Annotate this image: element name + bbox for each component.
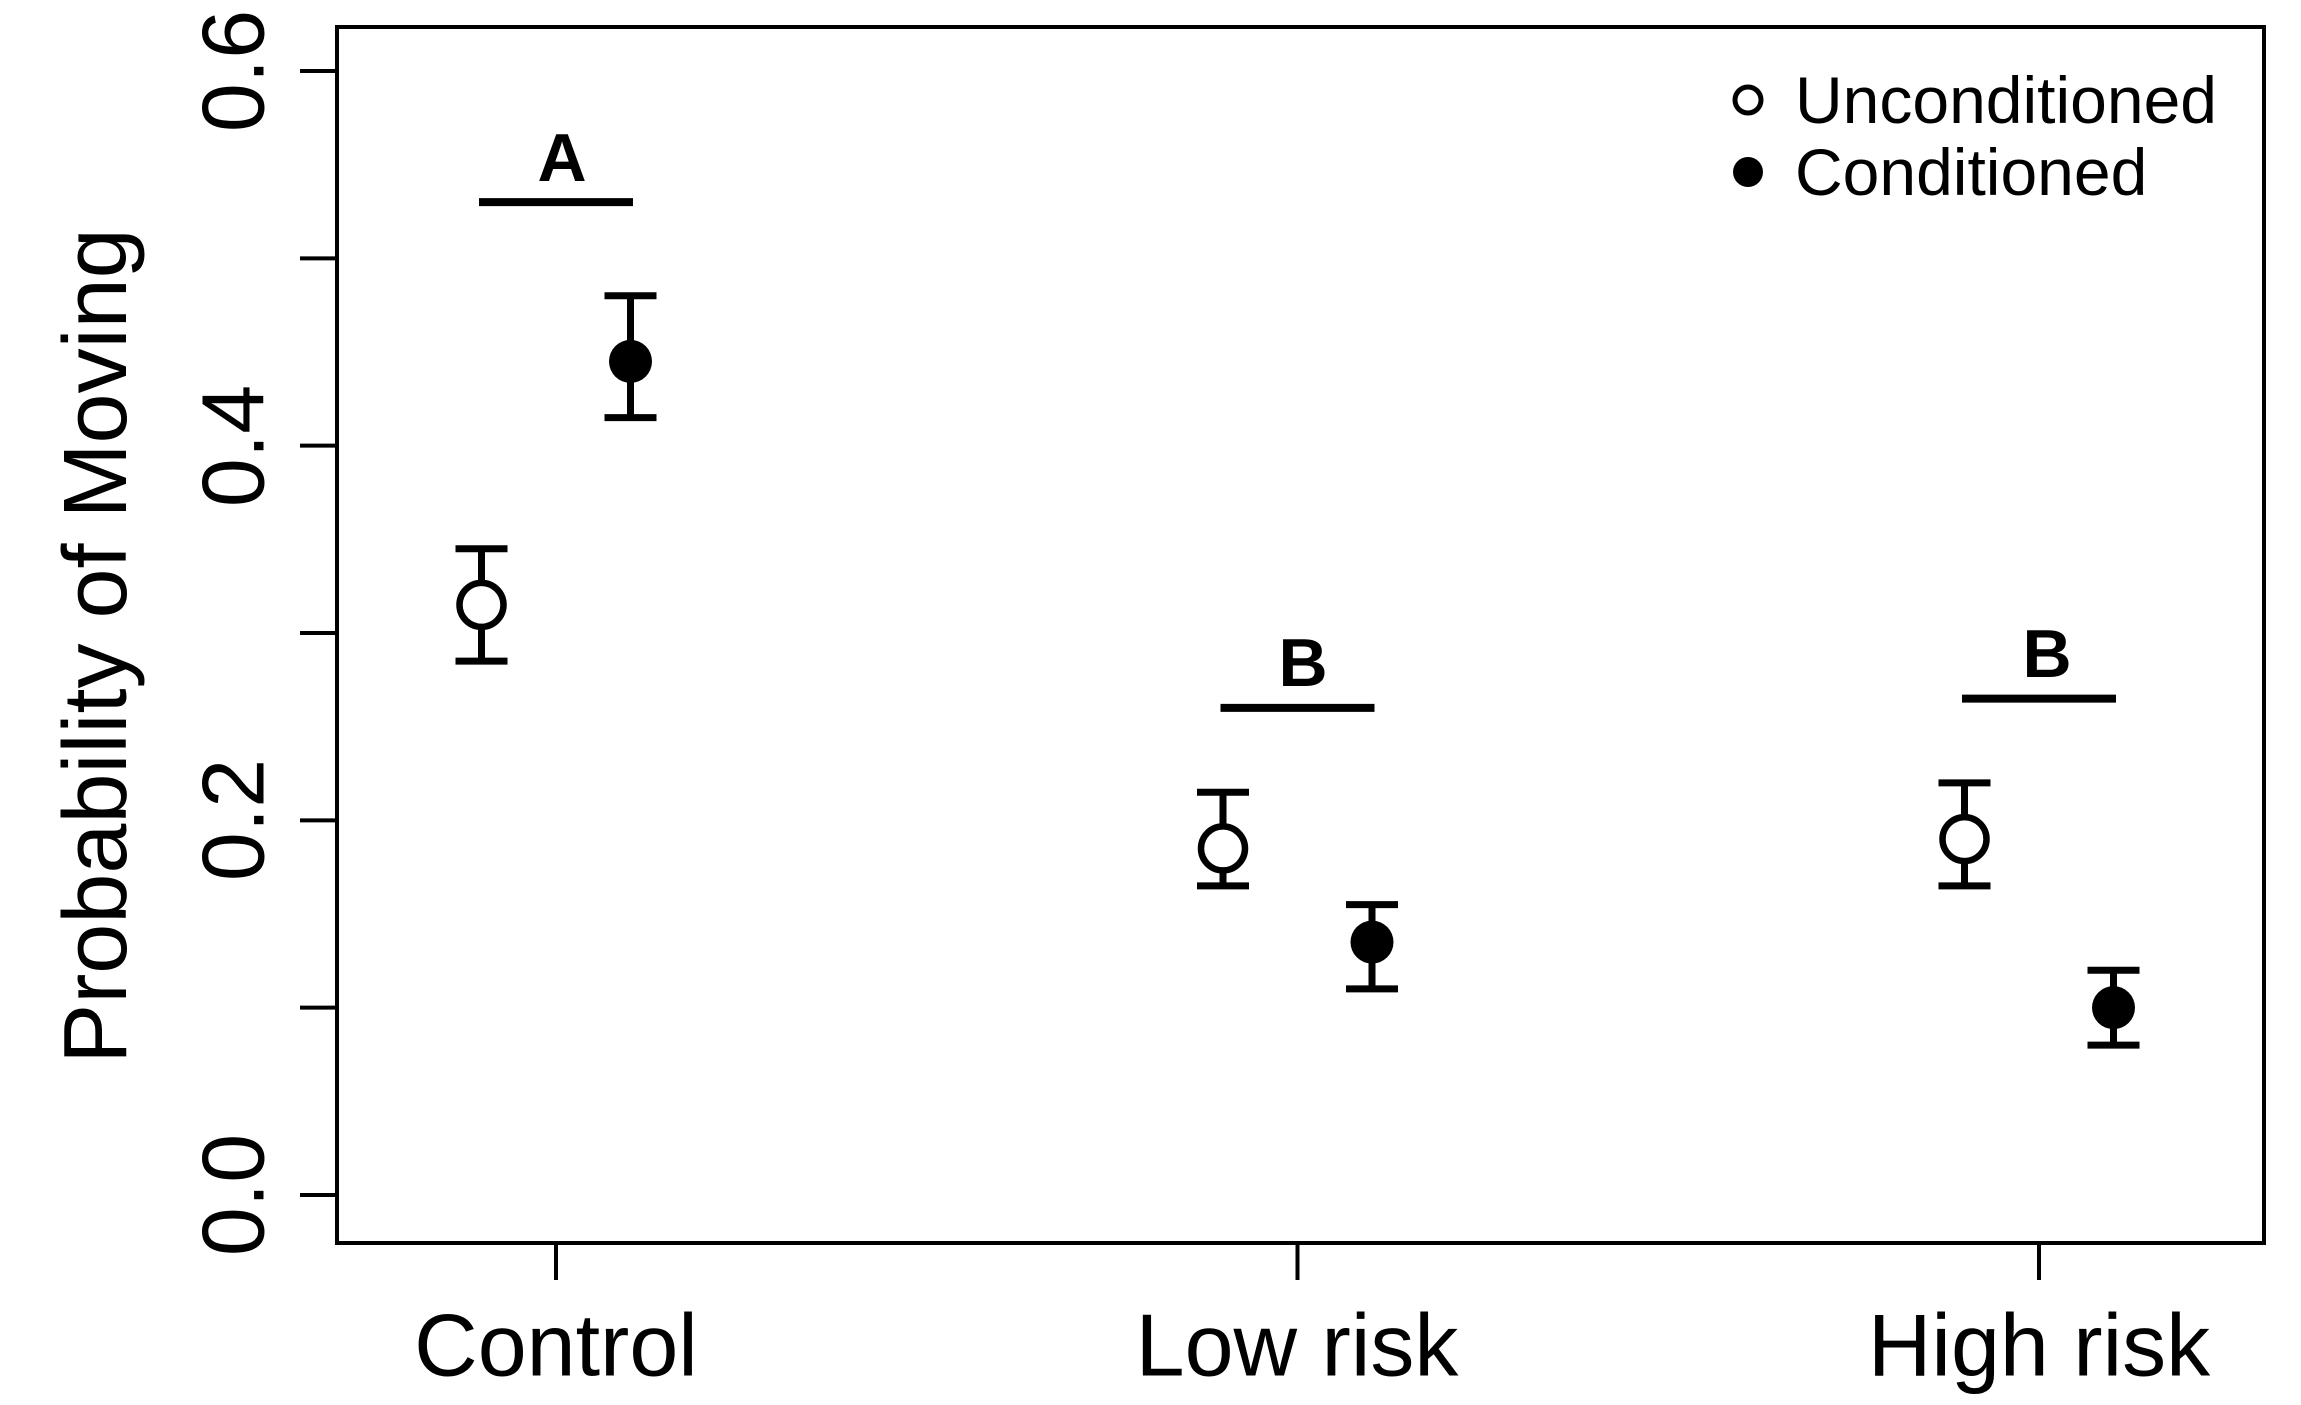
data-point-conditioned-high-risk xyxy=(2092,986,2135,1030)
data-point-unconditioned-control xyxy=(456,579,507,631)
y-axis-title: Probability of Moving xyxy=(46,228,146,1063)
legend-label-unconditioned: Unconditioned xyxy=(1795,63,2217,137)
data-point-unconditioned-high-risk xyxy=(1939,813,1990,865)
x-category-label-high-risk: High risk xyxy=(1868,1296,2211,1395)
data-point-conditioned-control xyxy=(609,339,652,383)
y-tick-label-2: 0.4 xyxy=(184,385,283,507)
legend-label-conditioned: Conditioned xyxy=(1795,135,2147,209)
x-axis: Control Low risk High risk xyxy=(414,1243,2211,1395)
significance-bars-layer xyxy=(479,198,2116,712)
x-category-label-low-risk: Low risk xyxy=(1136,1296,1460,1395)
legend: Unconditioned Conditioned xyxy=(1732,63,2217,209)
legend-conditioned-filled-circle-icon xyxy=(1733,157,1763,187)
x-category-label-control: Control xyxy=(414,1296,698,1395)
y-axis: 0.0 0.2 0.4 0.6 Probability of Moving xyxy=(46,10,337,1256)
y-tick-label-1: 0.2 xyxy=(184,759,283,881)
legend-unconditioned-open-circle-icon xyxy=(1732,84,1764,116)
y-tick-label-3: 0.6 xyxy=(184,10,283,132)
significance-letter-control: A xyxy=(537,120,586,196)
data-point-conditioned-low-risk xyxy=(1350,920,1394,964)
data-point-unconditioned-low-risk xyxy=(1197,823,1249,874)
x-tick-marks xyxy=(554,1243,2041,1280)
y-tick-marks xyxy=(300,69,337,1197)
significance-letters: A B B xyxy=(537,120,2071,701)
significance-letter-low-risk: B xyxy=(1278,625,1327,701)
y-tick-label-0: 0.0 xyxy=(184,1134,283,1256)
data-points-layer xyxy=(455,292,2140,1049)
significance-letter-high-risk: B xyxy=(2022,616,2071,692)
